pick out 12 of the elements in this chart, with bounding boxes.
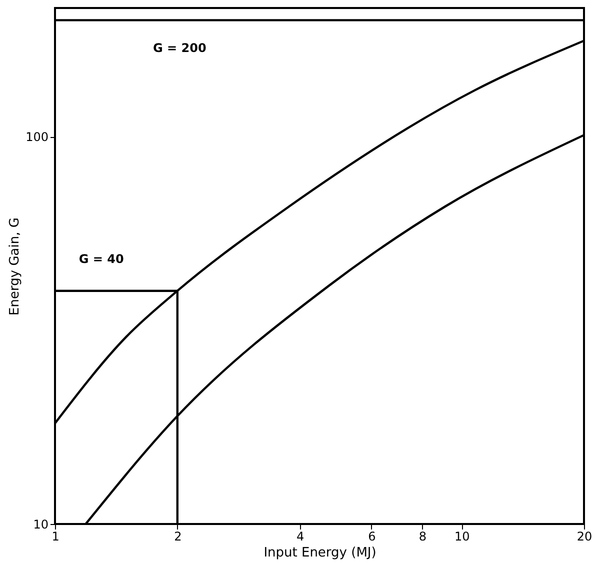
x-tick-label: 20 [576, 530, 592, 544]
x-tick-label: 4 [296, 530, 304, 544]
x-tick-label: 10 [454, 530, 470, 544]
x-tick-label: 6 [368, 530, 376, 544]
x-tick-label: 1 [52, 530, 60, 544]
x-tick-label: 8 [418, 530, 427, 544]
x-axis-title: Input Energy (MJ) [264, 546, 376, 560]
y-axis-title: Energy Gain, G [8, 218, 23, 316]
ref-line-label: G = 200 [153, 41, 206, 56]
annotation: G = 40 [78, 252, 124, 266]
x-tick-label: 2 [174, 530, 182, 544]
y-tick-label: 100 [26, 130, 48, 144]
